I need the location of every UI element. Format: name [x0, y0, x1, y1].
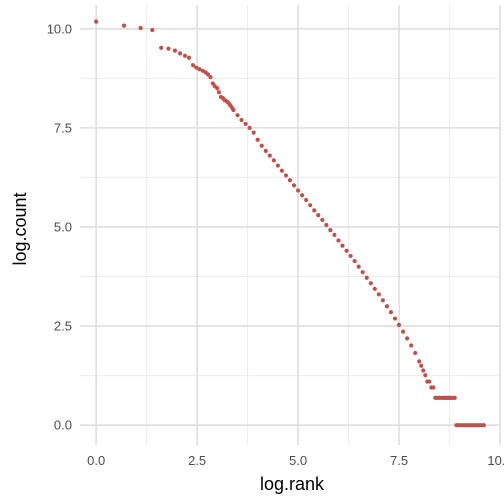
data-point	[360, 270, 365, 275]
data-point	[340, 243, 345, 248]
data-point	[328, 228, 333, 233]
data-point	[344, 248, 349, 253]
y-tick-label: 10.0	[47, 21, 72, 36]
data-point	[159, 45, 164, 50]
data-point	[178, 51, 183, 56]
data-point	[231, 107, 236, 113]
data-point	[186, 55, 192, 60]
data-point	[452, 395, 457, 400]
x-tick-label: 2.5	[188, 453, 206, 468]
data-point	[413, 350, 418, 356]
data-point	[259, 143, 264, 148]
data-point	[320, 217, 325, 222]
y-tick-label: 5.0	[54, 219, 72, 234]
data-point	[380, 298, 385, 303]
data-point	[332, 232, 337, 238]
data-point	[166, 46, 171, 51]
y-axis-ticks: 0.0 2.5 5.0 7.5 10.0	[47, 21, 72, 432]
data-point	[121, 23, 127, 28]
y-tick-label: 7.5	[54, 120, 72, 135]
data-point	[368, 281, 373, 286]
data-point	[251, 130, 256, 135]
data-point	[405, 336, 410, 341]
data-point	[372, 286, 377, 291]
data-point	[235, 113, 240, 118]
data-point	[271, 158, 276, 163]
data-point	[216, 90, 222, 95]
data-point	[150, 27, 155, 33]
data-point	[243, 121, 248, 127]
x-tick-label: 7.5	[390, 453, 408, 468]
data-point	[384, 304, 390, 309]
data-point	[316, 212, 321, 218]
data-point	[419, 363, 424, 368]
data-point	[295, 188, 301, 193]
data-point	[396, 322, 402, 327]
y-tick-label: 2.5	[54, 319, 72, 334]
data-point	[205, 72, 211, 77]
data-point	[194, 65, 199, 70]
y-axis-label: log.count	[10, 192, 30, 265]
data-point	[431, 385, 436, 390]
data-point	[197, 67, 202, 72]
data-point	[291, 183, 297, 188]
data-point	[348, 253, 353, 259]
data-point	[364, 275, 369, 280]
data-point	[263, 148, 268, 153]
data-point	[255, 137, 260, 142]
data-point	[275, 163, 280, 168]
data-point	[423, 373, 428, 378]
data-point	[94, 19, 99, 24]
x-axis-label: log.rank	[260, 474, 325, 494]
x-tick-label: 0.0	[87, 453, 105, 468]
data-point	[239, 117, 244, 123]
data-point	[421, 368, 426, 373]
data-point	[352, 258, 357, 264]
data-point	[138, 25, 143, 31]
data-point	[312, 208, 317, 213]
data-point	[388, 310, 394, 315]
data-point	[247, 125, 252, 130]
data-point	[172, 48, 178, 53]
data-point	[324, 222, 329, 228]
data-point	[304, 197, 309, 203]
data-point	[400, 329, 406, 334]
grid	[80, 5, 501, 445]
data-point	[308, 203, 313, 208]
data-point	[427, 379, 432, 384]
data-point	[417, 359, 422, 364]
points	[94, 19, 486, 428]
x-tick-label: 5.0	[289, 453, 307, 468]
data-point	[409, 343, 414, 348]
data-point	[300, 193, 305, 198]
x-axis-ticks: 0.0 2.5 5.0 7.5 10.0	[87, 453, 504, 468]
data-point	[279, 168, 285, 173]
data-point	[481, 423, 486, 428]
data-point	[392, 316, 398, 321]
data-point	[190, 63, 196, 68]
data-point	[336, 238, 341, 243]
y-tick-label: 0.0	[54, 418, 72, 433]
data-point	[208, 75, 213, 80]
data-point	[267, 153, 272, 158]
data-point	[182, 53, 188, 58]
data-point	[215, 86, 220, 91]
data-point	[283, 173, 289, 178]
data-point	[287, 178, 293, 183]
data-point	[376, 292, 381, 297]
x-tick-label: 10.0	[487, 453, 504, 468]
data-point	[356, 264, 361, 269]
